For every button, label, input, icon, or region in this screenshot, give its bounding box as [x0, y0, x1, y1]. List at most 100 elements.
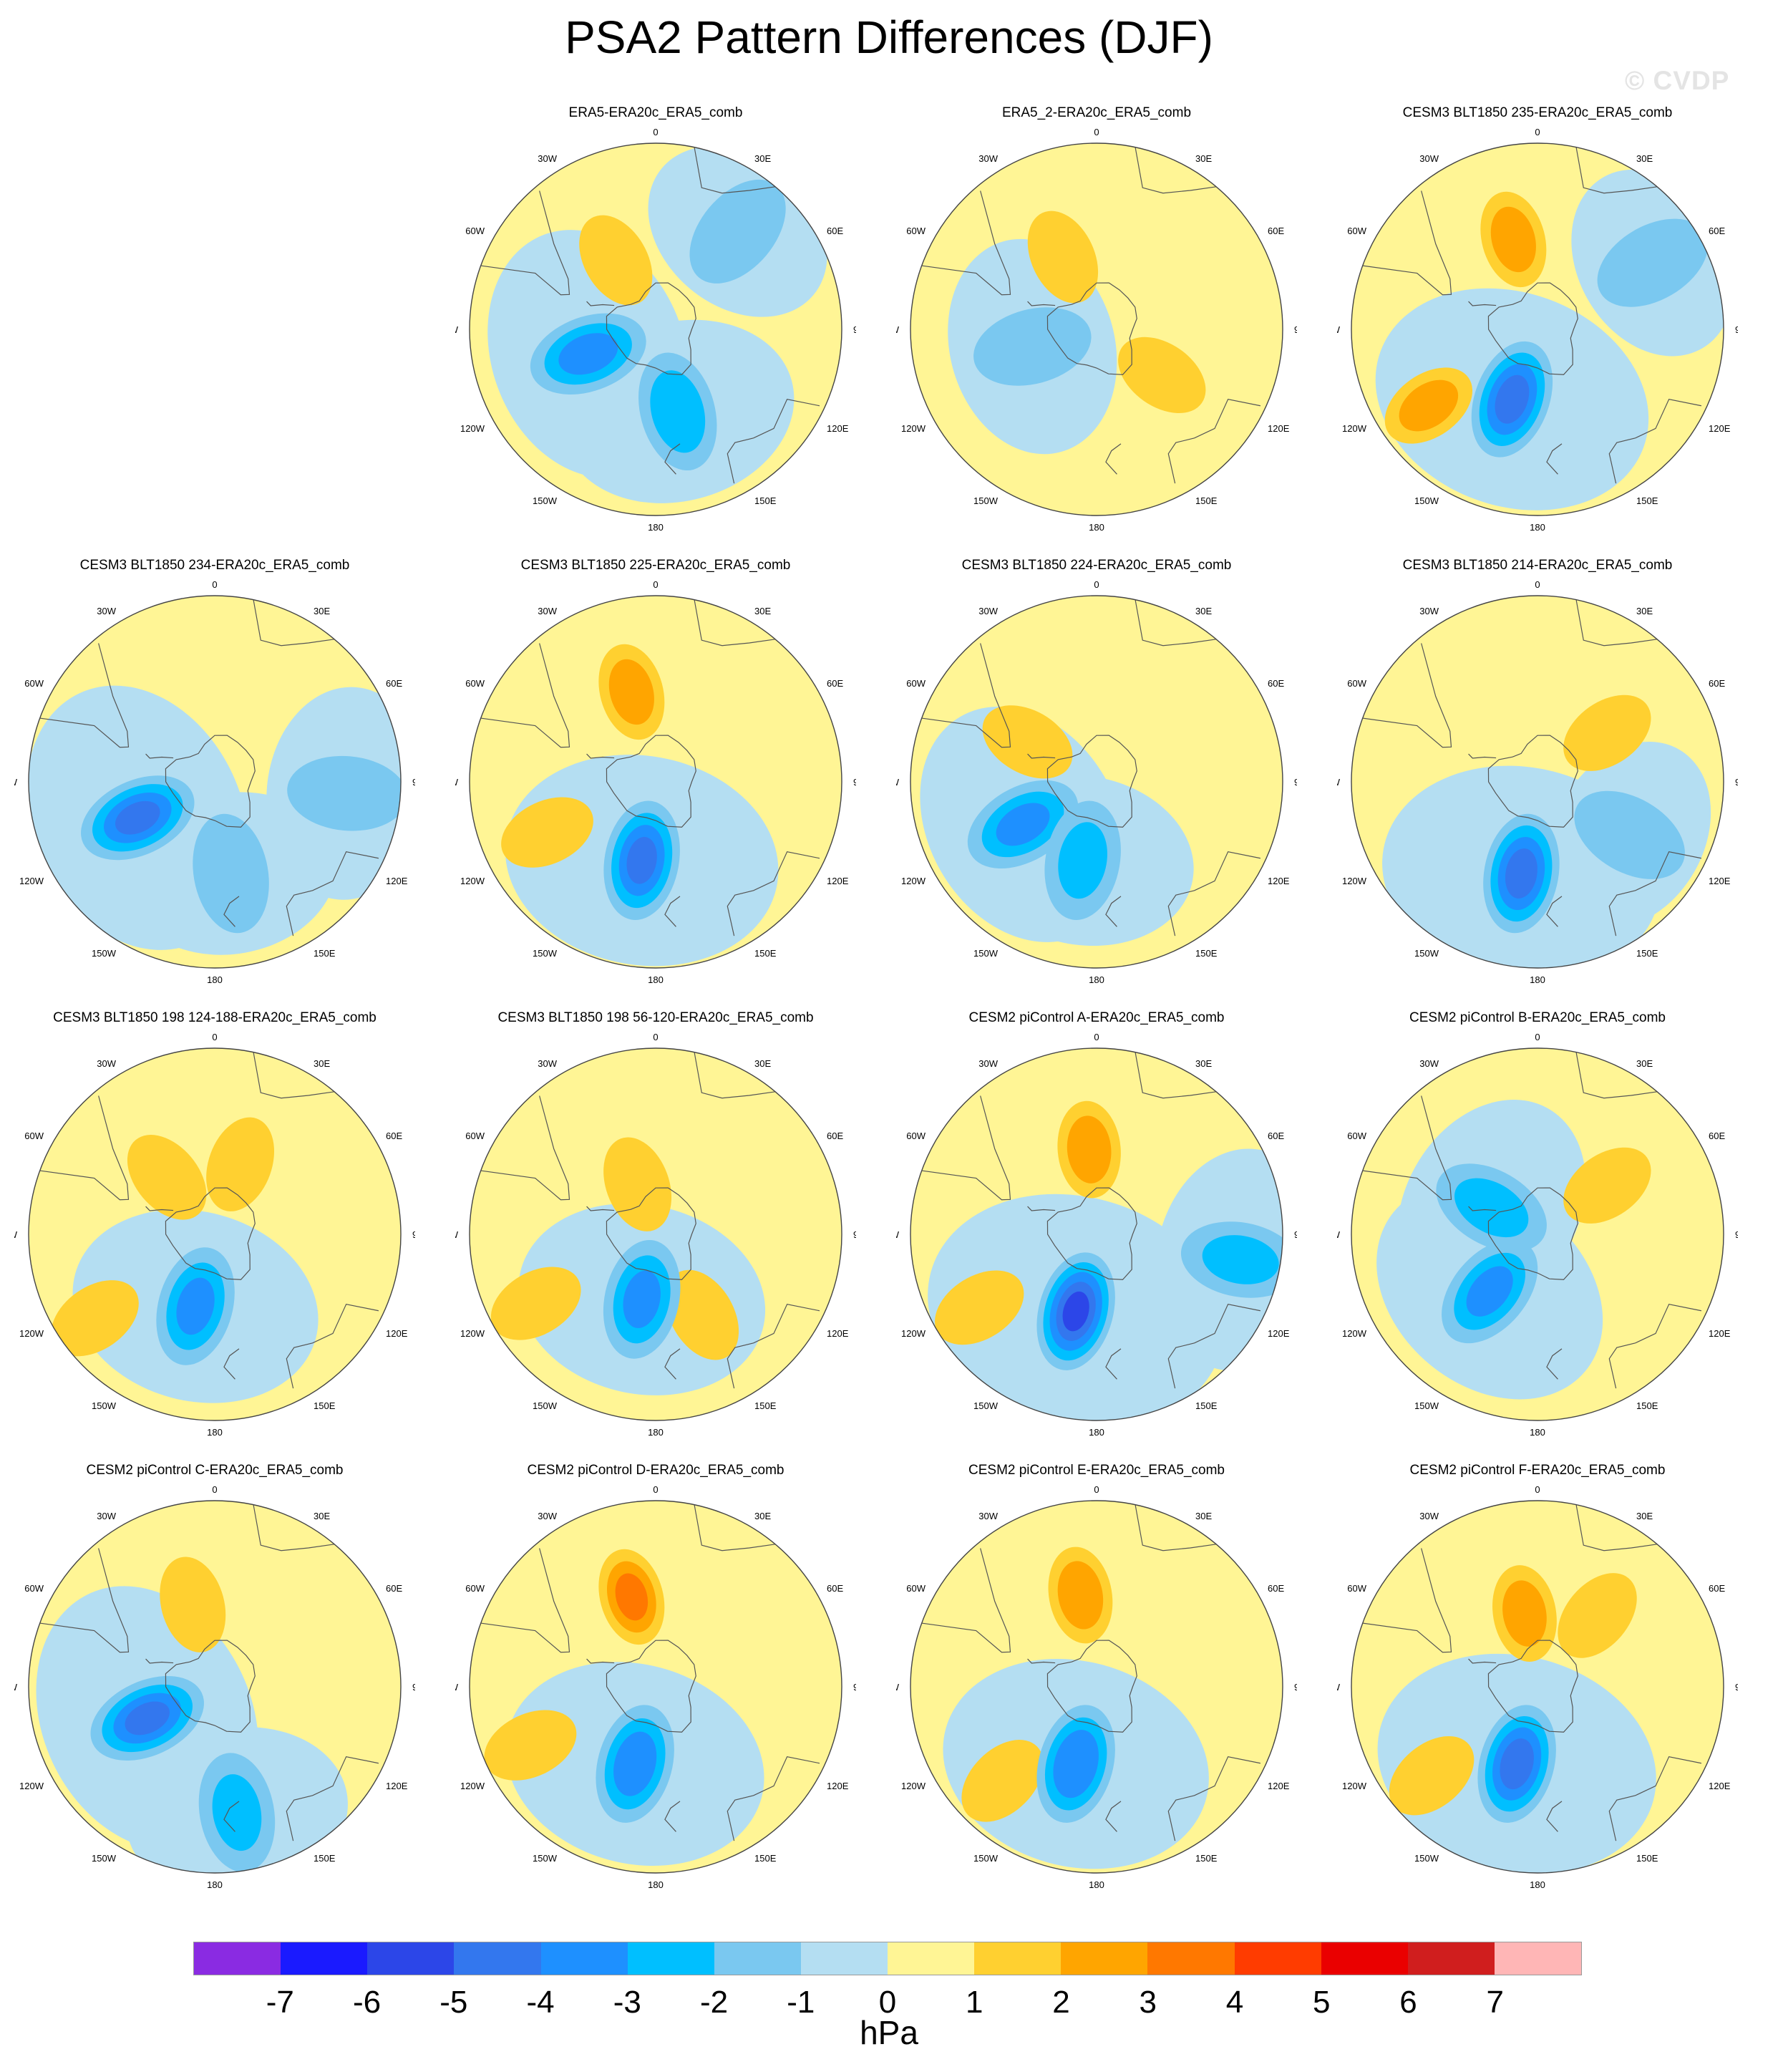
positive-anomaly-contour — [603, 1137, 672, 1231]
longitude-label: 150E — [1195, 495, 1218, 506]
negative-anomaly-contour — [1454, 1178, 1529, 1238]
map-boundary — [469, 1047, 842, 1421]
africa-coastline — [1135, 599, 1217, 647]
antarctica-coastline — [1046, 1640, 1137, 1733]
map-panel: CESM3 BLT1850 224-ERA20c_ERA5_comb 0 30E 60… — [896, 557, 1297, 1001]
longitude-label: 30W — [97, 1511, 116, 1521]
longitude-label: 120E — [386, 1781, 408, 1791]
longitude-label: 30W — [538, 153, 557, 164]
south-america-coastline — [480, 643, 570, 748]
longitude-label: 90W — [1337, 777, 1341, 788]
longitude-label: 60E — [1709, 1131, 1725, 1141]
longitude-label: 30E — [754, 1058, 771, 1069]
map-boundary — [1351, 1047, 1724, 1421]
positive-anomaly-contour — [1389, 1735, 1475, 1816]
map-panel: CESM2 piControl E-ERA20c_ERA5_comb 0 30E 60… — [896, 1462, 1297, 1906]
longitude-label: 30W — [978, 606, 998, 616]
longitude-label: 180 — [648, 1879, 664, 1890]
polar-map: 0 30E 60E 90E 120E 150E 180 150W 120W 90W 60W 30W — [896, 127, 1297, 533]
australia-coastline — [1608, 398, 1702, 484]
map-panel: CESM3 BLT1850 225-ERA20c_ERA5_comb 0 30E 60… — [455, 557, 856, 1001]
longitude-label: 30E — [314, 606, 330, 616]
new-zealand-coastline — [1546, 896, 1563, 927]
longitude-label: 90W — [455, 1682, 459, 1693]
colorbar-swatch — [1494, 1942, 1581, 1975]
longitude-label: 150E — [754, 948, 777, 959]
longitude-label: 150E — [314, 1853, 336, 1864]
antarctica-coastline — [1487, 735, 1578, 828]
longitude-label: 60E — [1268, 1583, 1284, 1594]
negative-anomaly-contour — [115, 800, 160, 835]
antarctic-peninsula-coastline — [145, 1658, 174, 1664]
longitude-label: 90E — [1294, 324, 1297, 335]
longitude-label: 30E — [754, 1511, 771, 1521]
longitude-label: 60E — [1709, 678, 1725, 689]
antarctic-peninsula-coastline — [145, 1206, 174, 1211]
longitude-label: 150W — [1414, 1400, 1439, 1411]
negative-anomaly-contour — [212, 1774, 262, 1851]
longitude-label: 150W — [92, 1400, 117, 1411]
new-zealand-coastline — [1105, 1801, 1122, 1832]
longitude-label: 0 — [653, 579, 658, 590]
africa-coastline — [253, 599, 335, 647]
colorbar-tick-label: -4 — [526, 1985, 555, 2020]
longitude-label: 120E — [386, 876, 408, 886]
longitude-label: 90W — [896, 1682, 900, 1693]
antarctic-peninsula-coastline — [1027, 1206, 1056, 1211]
negative-anomaly-contour — [996, 803, 1050, 846]
polar-map: 0 30E 60E 90E 120E 150E 180 150W 120W 90W 60W 30W — [455, 1484, 856, 1890]
longitude-label: 120E — [1268, 423, 1290, 434]
longitude-label: 90W — [455, 777, 459, 788]
longitude-label: 90E — [853, 324, 856, 335]
longitude-label: 60E — [386, 1131, 402, 1141]
positive-anomaly-contour — [1118, 337, 1206, 414]
australia-coastline — [727, 1756, 820, 1841]
antarctica-coastline — [165, 1187, 256, 1280]
longitude-label: 60E — [1709, 1583, 1725, 1594]
new-zealand-coastline — [223, 1348, 240, 1380]
colorbar-tick-label: -7 — [266, 1985, 294, 2020]
longitude-label: 120E — [1709, 1781, 1731, 1791]
panel-title: CESM3 BLT1850 224-ERA20c_ERA5_comb — [961, 558, 1232, 573]
map-boundary — [28, 595, 402, 969]
longitude-label: 60E — [827, 678, 843, 689]
new-zealand-coastline — [223, 1801, 240, 1832]
longitude-label: 120E — [827, 876, 849, 886]
longitude-label: 90W — [896, 777, 900, 788]
antarctica-coastline — [165, 735, 256, 828]
longitude-label: 30W — [978, 153, 998, 164]
colorbar-swatch — [281, 1942, 368, 1975]
panel-title: CESM2 piControl B-ERA20c_ERA5_comb — [1409, 1010, 1666, 1025]
africa-coastline — [253, 1504, 335, 1551]
longitude-label: 120E — [386, 1328, 408, 1339]
longitude-label: 150W — [92, 948, 117, 959]
longitude-label: 120W — [1342, 1328, 1367, 1339]
longitude-label: 120E — [1709, 876, 1731, 886]
map-panel: CESM2 piControl C-ERA20c_ERA5_comb 0 30E 60… — [14, 1462, 415, 1906]
positive-anomaly-contour — [1057, 1561, 1104, 1630]
antarctic-peninsula-coastline — [1468, 301, 1497, 306]
longitude-label: 150W — [533, 1400, 558, 1411]
positive-anomaly-contour — [1558, 1573, 1637, 1658]
australia-coastline — [286, 1303, 379, 1389]
new-zealand-coastline — [1105, 443, 1122, 475]
longitude-label: 150W — [533, 1853, 558, 1864]
colorbar-tick-label: 0 — [878, 1985, 897, 2020]
colorbar-tick-label: 7 — [1486, 1985, 1504, 2020]
longitude-label: 90W — [1337, 1682, 1341, 1693]
australia-coastline — [727, 851, 820, 936]
negative-anomaly-contour — [626, 836, 657, 884]
longitude-label: 120W — [460, 876, 485, 886]
africa-coastline — [694, 599, 776, 647]
longitude-label: 0 — [1535, 1032, 1540, 1042]
colorbar-swatch — [1321, 1942, 1408, 1975]
polar-map: 0 30E 60E 90E 120E 150E 180 150W 120W 90W 60W 30W — [1337, 1484, 1738, 1890]
longitude-label: 0 — [1535, 127, 1540, 137]
longitude-label: 60E — [827, 226, 843, 236]
colorbar-tick-label: 3 — [1139, 1985, 1157, 2020]
colorbar-bar — [193, 1942, 1582, 1975]
longitude-label: 60E — [1709, 226, 1725, 236]
longitude-label: 90W — [896, 324, 900, 335]
south-america-coastline — [921, 190, 1011, 296]
south-america-coastline — [39, 643, 130, 748]
